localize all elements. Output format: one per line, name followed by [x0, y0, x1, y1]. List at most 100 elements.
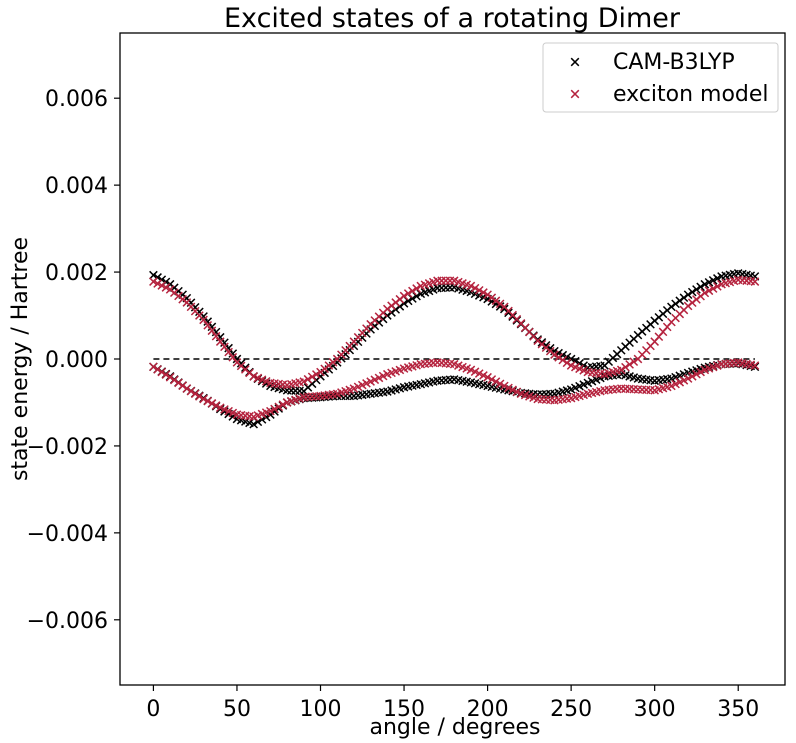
data-point — [266, 410, 275, 419]
y-tick-label: 0.000 — [45, 348, 108, 373]
x-tick-label: 0 — [146, 697, 160, 722]
data-point — [161, 370, 171, 379]
y-tick-label: −0.004 — [27, 522, 108, 547]
data-point — [704, 286, 714, 296]
data-point — [479, 288, 488, 297]
data-point — [675, 296, 685, 306]
data-point — [278, 400, 288, 409]
chart-title: Excited states of a rotating Dimer — [224, 3, 681, 34]
data-point — [399, 291, 409, 301]
data-point — [383, 311, 392, 320]
legend-marker-exciton-model — [570, 89, 580, 99]
data-point — [249, 419, 258, 429]
data-point — [708, 275, 718, 285]
data-point — [149, 270, 158, 280]
data-point — [629, 357, 639, 367]
data-point — [149, 362, 158, 372]
data-point — [186, 386, 196, 396]
legend-marker-cam-b3lyp — [570, 57, 580, 67]
data-point — [687, 287, 697, 297]
data-point — [621, 362, 630, 372]
data-point — [550, 350, 559, 359]
plot-area — [149, 269, 760, 429]
legend-label-exciton-model: exciton model — [613, 82, 769, 107]
data-point — [687, 372, 697, 381]
data-point — [303, 374, 313, 384]
data-point — [161, 283, 171, 292]
x-tick-label: 350 — [717, 697, 759, 722]
data-point — [667, 302, 676, 312]
data-point — [466, 281, 476, 291]
data-point — [692, 369, 701, 379]
data-point — [491, 296, 501, 306]
x-tick-label: 250 — [550, 697, 592, 722]
data-point — [495, 299, 505, 309]
data-point — [195, 392, 204, 401]
data-point — [483, 290, 492, 299]
data-point — [270, 404, 279, 414]
data-point — [750, 362, 760, 372]
data-point — [512, 387, 522, 397]
data-point — [562, 358, 572, 368]
data-point — [199, 394, 208, 404]
y-tick-label: −0.006 — [27, 609, 108, 634]
data-point — [616, 365, 626, 375]
data-point — [311, 370, 321, 379]
data-point — [713, 282, 722, 291]
data-point — [713, 274, 722, 283]
x-axis: 0 50 100 150 200 250 300 350 — [146, 685, 759, 722]
y-tick-label: 0.004 — [45, 174, 108, 199]
data-point — [558, 355, 568, 365]
legend: CAM-B3LYP exciton model — [542, 42, 779, 113]
data-point — [700, 279, 710, 289]
series-cam-b3lyp — [149, 269, 760, 429]
data-point — [554, 353, 563, 362]
data-point — [207, 326, 217, 336]
data-point — [700, 288, 710, 298]
data-point — [483, 372, 492, 382]
data-point — [696, 367, 705, 377]
series-exciton-model — [149, 275, 760, 422]
data-point — [708, 284, 718, 293]
data-point — [408, 286, 417, 296]
data-point — [474, 285, 484, 295]
data-point — [403, 289, 413, 298]
data-point — [203, 320, 213, 330]
data-point — [307, 372, 317, 382]
data-point — [149, 277, 158, 286]
x-axis-label: angle / degrees — [370, 715, 541, 740]
data-point — [487, 293, 497, 303]
data-point — [704, 277, 714, 287]
data-point — [266, 406, 275, 416]
legend-box — [542, 42, 779, 113]
data-point — [445, 276, 455, 286]
y-axis-label: state energy / Hartree — [8, 237, 33, 481]
data-point — [174, 378, 183, 388]
data-point — [692, 285, 701, 294]
x-tick-label: 150 — [383, 697, 425, 722]
legend-marker-x — [570, 57, 580, 67]
legend-marker-x — [570, 89, 580, 99]
data-point — [157, 367, 167, 377]
data-point — [499, 381, 509, 391]
data-point — [508, 385, 517, 395]
data-point — [750, 277, 760, 286]
data-point — [491, 377, 501, 386]
data-point — [683, 290, 693, 299]
data-point — [199, 315, 208, 325]
data-point — [203, 396, 213, 406]
y-axis: −0.006 −0.004 −0.002 0.000 0.002 0.004 0.006 — [27, 87, 120, 634]
data-point — [696, 282, 705, 292]
data-point — [211, 331, 221, 341]
data-point — [750, 361, 760, 370]
data-point — [207, 399, 217, 408]
data-point — [274, 402, 284, 412]
data-point — [412, 284, 421, 293]
x-tick-label: 50 — [223, 697, 251, 722]
data-point — [299, 377, 309, 386]
data-point — [625, 360, 634, 369]
data-point — [470, 283, 480, 293]
y-tick-label: −0.002 — [27, 435, 108, 460]
data-point — [153, 279, 162, 288]
